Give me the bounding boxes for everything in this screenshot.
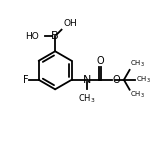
Text: CH$_3$: CH$_3$ [78,92,96,105]
Text: CH$_3$: CH$_3$ [136,75,151,85]
Text: N: N [83,75,91,85]
Text: OH: OH [64,19,77,28]
Text: O: O [112,75,120,85]
Text: CH$_3$: CH$_3$ [130,90,145,100]
Text: CH$_3$: CH$_3$ [130,59,145,69]
Text: HO: HO [25,32,39,41]
Text: O: O [96,56,104,66]
Text: F: F [23,75,28,85]
Text: B: B [51,31,59,41]
